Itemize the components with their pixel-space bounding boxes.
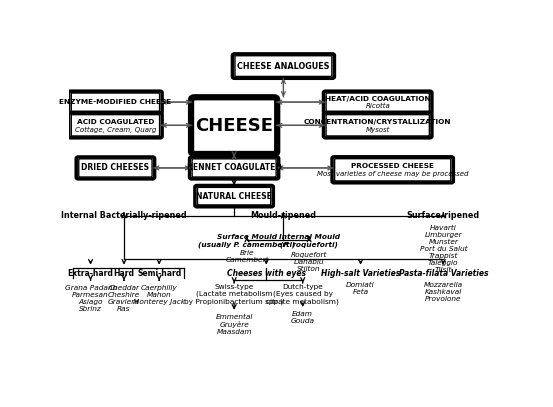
Text: NATURAL CHEESE: NATURAL CHEESE <box>196 192 272 201</box>
Text: Extra-hard: Extra-hard <box>67 269 113 278</box>
FancyBboxPatch shape <box>192 159 276 177</box>
Text: Emmental
Gruyère
Maasdam: Emmental Gruyère Maasdam <box>216 314 253 335</box>
FancyBboxPatch shape <box>235 56 332 77</box>
Text: Hard: Hard <box>113 269 134 278</box>
Text: Dutch-type
(Eyes caused by
citrate metabolism): Dutch-type (Eyes caused by citrate metab… <box>266 284 339 305</box>
FancyBboxPatch shape <box>324 91 432 113</box>
FancyBboxPatch shape <box>197 187 271 205</box>
FancyBboxPatch shape <box>69 113 162 138</box>
FancyBboxPatch shape <box>69 91 162 113</box>
Text: Swiss-type
(Lactate metabolism
by Propionibacterium spp.): Swiss-type (Lactate metabolism by Propio… <box>185 284 284 305</box>
Text: CONCENTRATION/CRYSTALLIZATION: CONCENTRATION/CRYSTALLIZATION <box>304 119 451 125</box>
FancyBboxPatch shape <box>71 115 160 136</box>
Text: CHEESE: CHEESE <box>195 117 273 135</box>
Text: CHEESE ANALOGUES: CHEESE ANALOGUES <box>237 61 330 70</box>
FancyBboxPatch shape <box>71 93 160 111</box>
Text: Mould-ripened: Mould-ripened <box>251 210 316 219</box>
FancyBboxPatch shape <box>326 115 429 136</box>
Text: ACID COAGULATED: ACID COAGULATED <box>77 119 154 125</box>
Text: High-salt Varieties: High-salt Varieties <box>321 269 400 278</box>
FancyBboxPatch shape <box>190 157 279 179</box>
FancyBboxPatch shape <box>195 186 273 207</box>
FancyBboxPatch shape <box>76 157 155 179</box>
Text: RENNET COAGULATED: RENNET COAGULATED <box>187 164 281 173</box>
Text: Caerphilly
Mahon
Monterey Jack: Caerphilly Mahon Monterey Jack <box>133 284 185 305</box>
Text: Most varieties of cheese may be processed: Most varieties of cheese may be processe… <box>317 171 468 177</box>
Text: Cottage, Cream, Quarg: Cottage, Cream, Quarg <box>75 127 156 133</box>
Text: Pasta-filata Varieties: Pasta-filata Varieties <box>399 269 488 278</box>
Text: Domiati
Feta: Domiati Feta <box>346 282 375 295</box>
Text: Brie
Camembert: Brie Camembert <box>225 250 269 263</box>
Text: HEAT/ACID COAGULATION: HEAT/ACID COAGULATION <box>325 96 431 102</box>
FancyBboxPatch shape <box>232 54 335 78</box>
Text: Internal Mould
(P. roqueforti): Internal Mould (P. roqueforti) <box>279 234 340 248</box>
Text: Edam
Gouda: Edam Gouda <box>291 311 315 324</box>
Text: Mozzarella
Kashkaval
Provolone: Mozzarella Kashkaval Provolone <box>424 282 463 302</box>
FancyBboxPatch shape <box>79 159 152 177</box>
Text: Grana Padano
Parmesan
Asiago
Sbrinz: Grana Padano Parmesan Asiago Sbrinz <box>65 284 117 311</box>
Text: DRIED CHEESES: DRIED CHEESES <box>81 164 149 173</box>
Text: Semi-hard: Semi-hard <box>137 269 181 278</box>
FancyBboxPatch shape <box>335 159 451 181</box>
Text: Internal Bacterially-ripened: Internal Bacterially-ripened <box>61 210 187 219</box>
Text: Surface-ripened: Surface-ripened <box>406 210 480 219</box>
Text: Havarti
Limburger
Munster
Port du Salut
Trappist
Taleggio
Tilsit: Havarti Limburger Munster Port du Salut … <box>420 225 467 273</box>
FancyBboxPatch shape <box>191 97 277 154</box>
Text: ENZYME-MODIFIED CHEESE: ENZYME-MODIFIED CHEESE <box>59 99 171 105</box>
FancyBboxPatch shape <box>324 113 432 138</box>
Text: Ricotta: Ricotta <box>366 103 390 109</box>
Text: Mysost: Mysost <box>366 127 390 133</box>
Text: Cheeses with eyes: Cheeses with eyes <box>227 269 306 278</box>
Text: Cheddar
Cheshire
Graviera
Ras: Cheddar Cheshire Graviera Ras <box>108 284 140 311</box>
FancyBboxPatch shape <box>326 93 429 111</box>
Text: Roquefort
Danablu
Stilton: Roquefort Danablu Stilton <box>291 252 327 272</box>
Text: Surface Mould
(usually P. camemberti): Surface Mould (usually P. camemberti) <box>199 234 296 248</box>
Text: PROCESSED CHEESE: PROCESSED CHEESE <box>351 163 434 169</box>
FancyBboxPatch shape <box>332 157 453 183</box>
